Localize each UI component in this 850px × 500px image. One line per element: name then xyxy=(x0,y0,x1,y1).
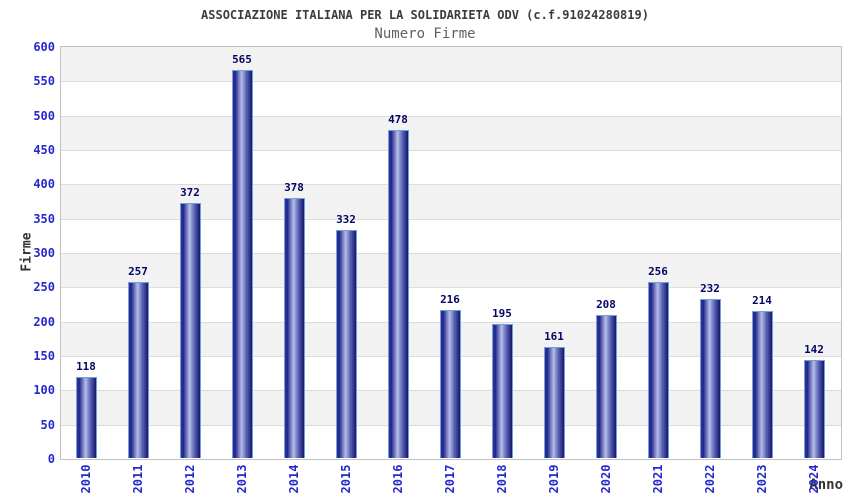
y-tick-label: 100 xyxy=(33,383,55,398)
y-tick-label: 0 xyxy=(47,452,55,466)
x-tick-label: 2023 xyxy=(755,464,769,494)
gridline xyxy=(61,253,841,254)
bar-2024 xyxy=(803,360,825,458)
y-tick-label: 300 xyxy=(33,246,55,260)
x-tick-label: 2014 xyxy=(287,464,301,494)
x-tick-label: 2019 xyxy=(547,464,561,494)
bar-value-label: 332 xyxy=(336,213,356,227)
bar-2019 xyxy=(543,347,565,458)
gridline xyxy=(61,184,841,186)
x-tick-label: 2011 xyxy=(131,464,145,494)
gridline xyxy=(61,81,841,83)
bar-value-label: 256 xyxy=(648,265,668,279)
y-tick-label: 50 xyxy=(40,417,55,432)
chart-title: ASSOCIAZIONE ITALIANA PER LA SOLIDARIETA… xyxy=(201,8,649,22)
bar-2018 xyxy=(491,324,513,458)
y-tick-label: 500 xyxy=(33,108,55,123)
x-tick-label: 2022 xyxy=(703,464,717,494)
x-tick-label: 2016 xyxy=(391,464,405,494)
bar-value-label: 378 xyxy=(284,181,304,195)
bar-2017 xyxy=(439,309,461,458)
x-tick-label: 2015 xyxy=(339,464,353,494)
y-tick-label: 550 xyxy=(33,74,55,89)
bar-value-label: 118 xyxy=(76,359,96,373)
bar-2010 xyxy=(75,376,97,458)
bar-2015 xyxy=(335,230,357,458)
chart-subtitle: Numero Firme xyxy=(374,26,476,42)
bar-value-label: 372 xyxy=(180,185,200,199)
y-tick-label: 250 xyxy=(33,280,55,295)
x-tick-label: 2010 xyxy=(79,464,93,494)
bar-value-label: 216 xyxy=(440,292,460,306)
bar-value-label: 565 xyxy=(232,53,252,67)
gridline xyxy=(61,150,841,151)
bar-value-label: 232 xyxy=(700,281,720,295)
y-tick-label: 450 xyxy=(33,143,55,157)
bar-2021 xyxy=(647,282,669,458)
x-tick-label: 2024 xyxy=(807,464,821,494)
y-tick-label: 350 xyxy=(33,211,55,226)
x-tick-label: 2018 xyxy=(495,464,509,494)
bar-value-label: 208 xyxy=(596,298,616,312)
bar-value-label: 195 xyxy=(492,307,512,321)
x-axis-title: Anno xyxy=(809,477,843,493)
bar-2012 xyxy=(179,202,201,458)
bar-value-label: 257 xyxy=(128,264,148,278)
x-tick-label: 2021 xyxy=(651,464,665,494)
bar-value-label: 478 xyxy=(388,112,408,126)
x-tick-label: 2017 xyxy=(443,464,457,494)
plot-band xyxy=(61,115,841,150)
bar-value-label: 161 xyxy=(544,330,564,344)
bar-2020 xyxy=(595,315,617,458)
y-tick-label: 150 xyxy=(33,349,55,363)
plot-band xyxy=(61,47,841,82)
bar-value-label: 214 xyxy=(752,294,772,308)
bar-value-label: 142 xyxy=(804,343,824,357)
bar-2011 xyxy=(127,281,149,458)
y-tick-label: 400 xyxy=(33,177,55,192)
x-tick-label: 2020 xyxy=(599,464,613,494)
bar-2014 xyxy=(283,198,305,458)
bar-2022 xyxy=(699,298,721,458)
x-tick-label: 2013 xyxy=(235,464,249,494)
y-tick-label: 600 xyxy=(33,40,55,54)
y-tick-label: 200 xyxy=(33,314,55,329)
x-tick-label: 2012 xyxy=(183,464,197,494)
gridline xyxy=(61,287,841,289)
bar-2023 xyxy=(751,311,773,458)
bar-2013 xyxy=(231,70,253,458)
gridline xyxy=(61,115,841,117)
gridline xyxy=(61,218,841,220)
bar-2016 xyxy=(387,129,409,458)
